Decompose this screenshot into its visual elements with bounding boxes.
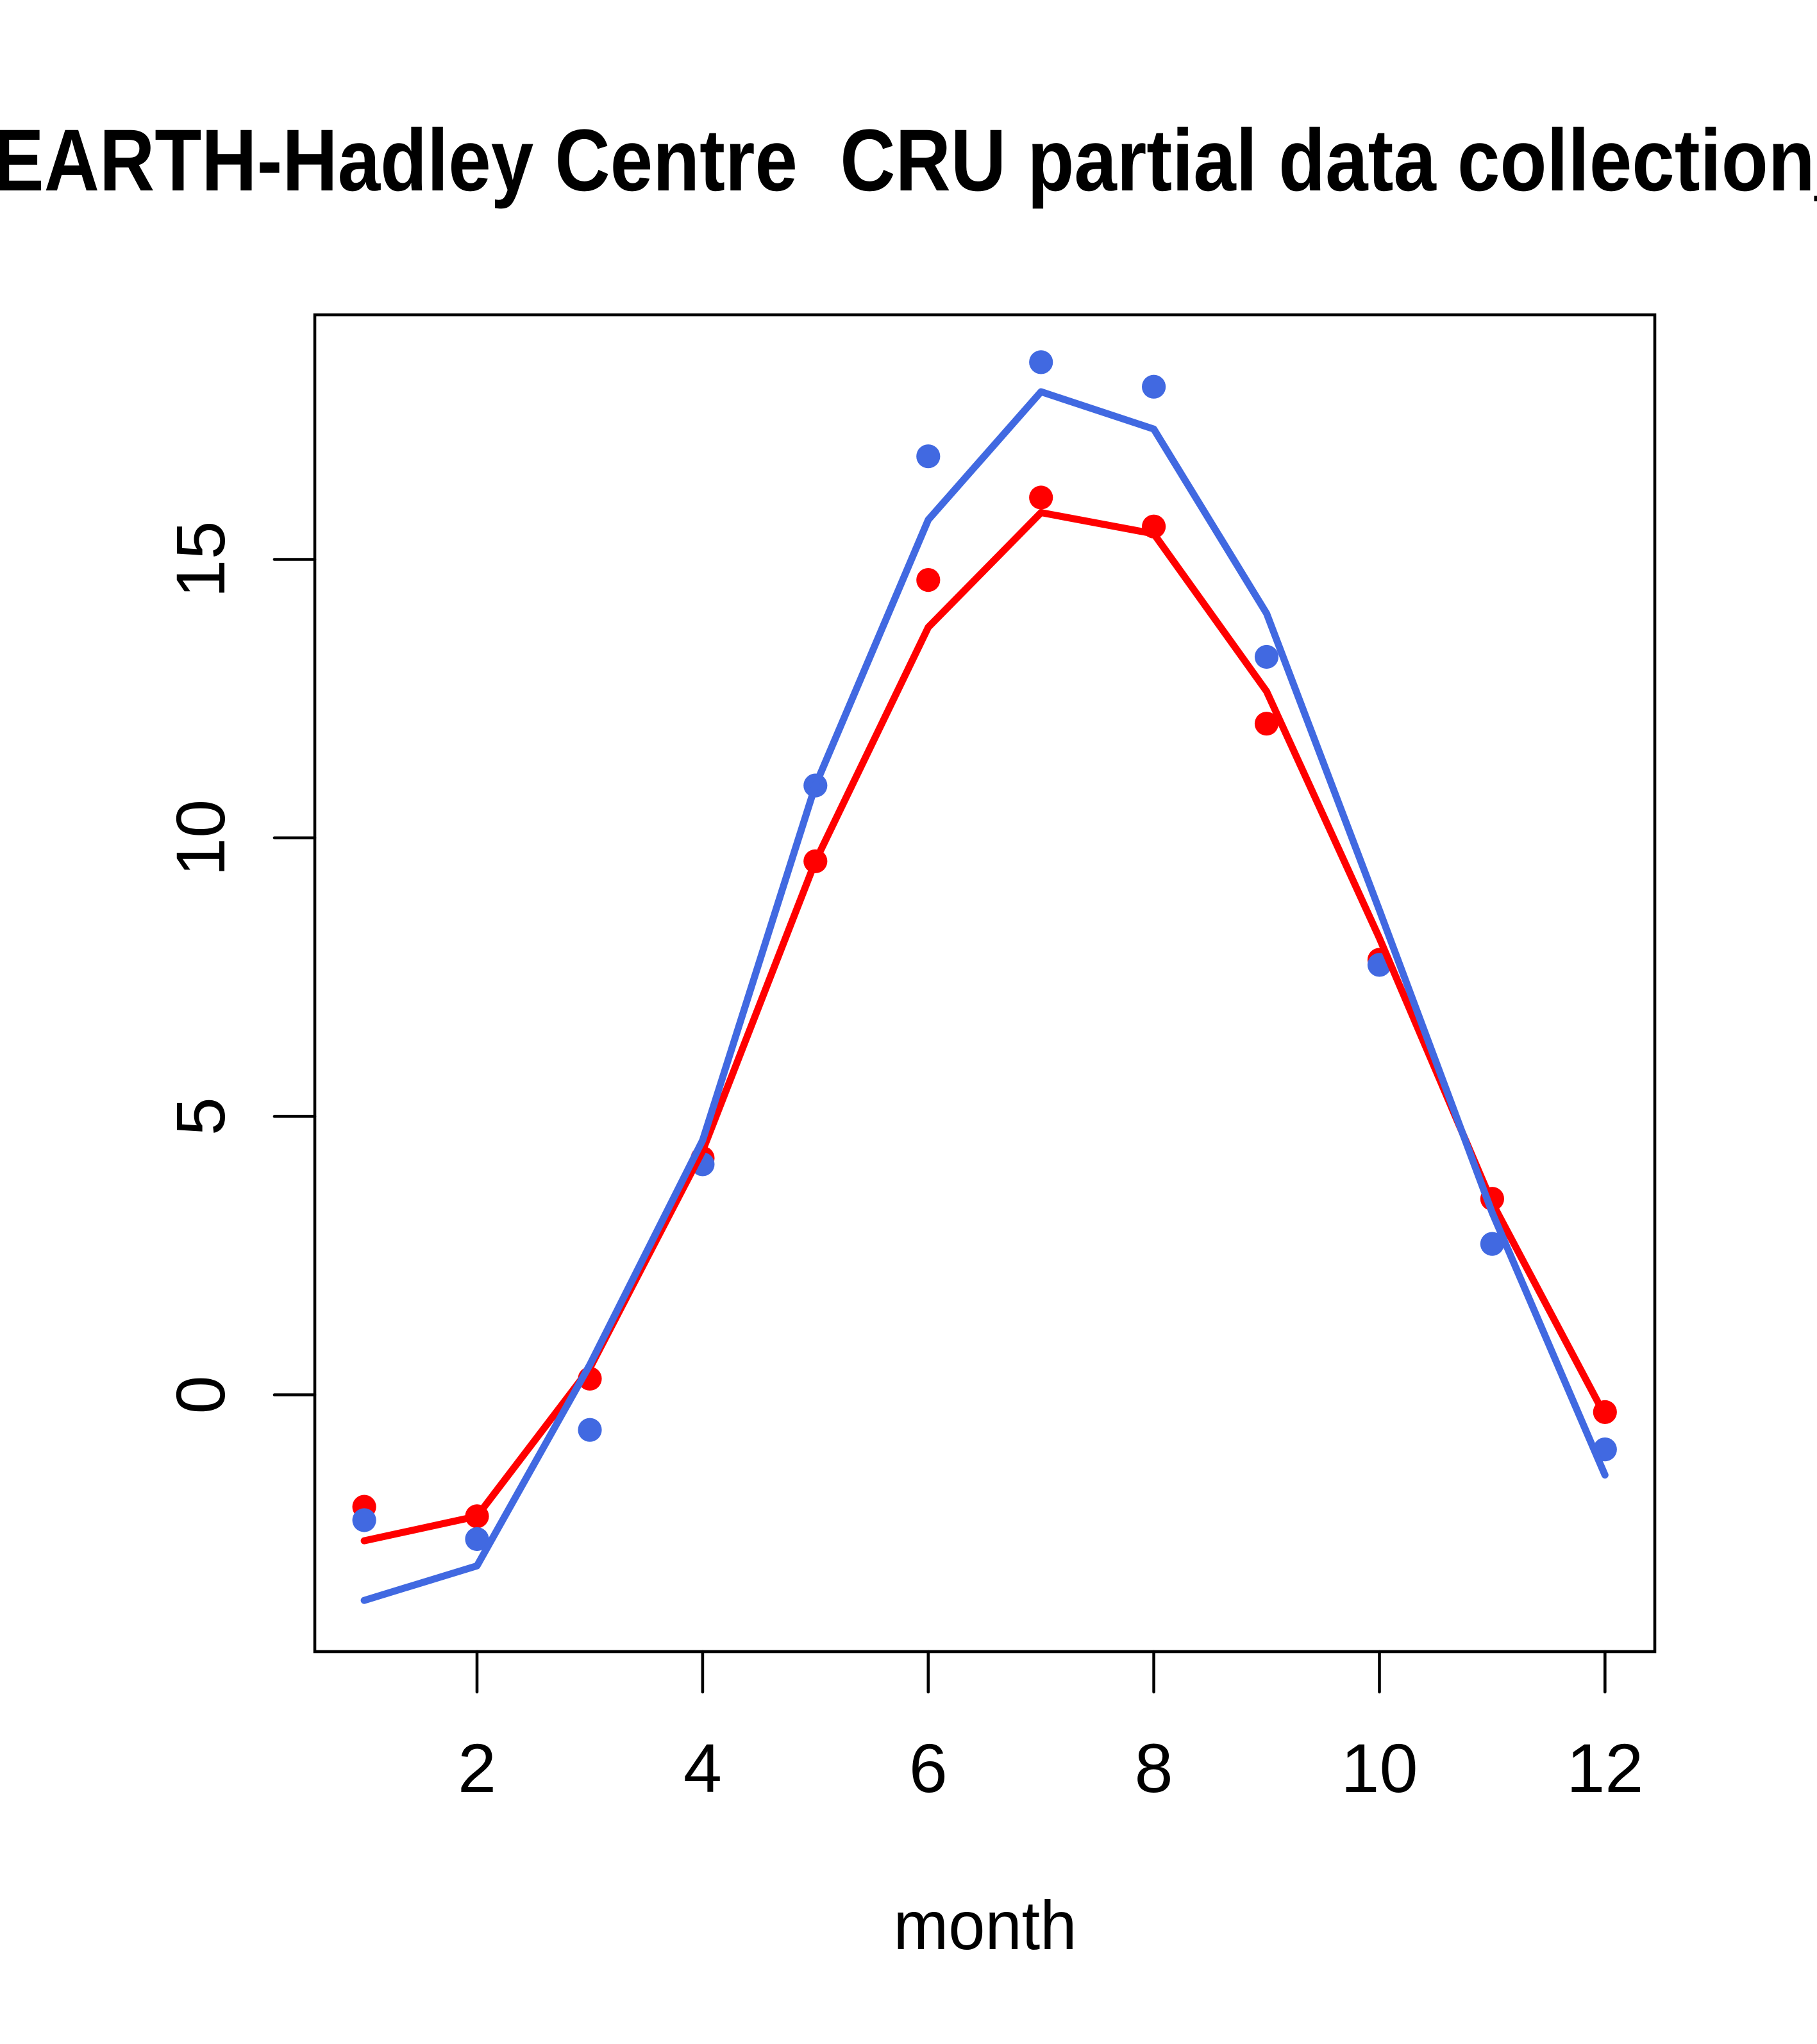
- svg-text:EARTH-Hadley Centre CRU parti: EARTH-Hadley Centre CRU partial data col…: [0, 112, 1817, 210]
- svg-text:4: 4: [683, 1729, 722, 1807]
- svg-text:10: 10: [162, 800, 239, 876]
- svg-text:month: month: [894, 1886, 1077, 1964]
- svg-text:5: 5: [162, 1097, 239, 1135]
- svg-text:15: 15: [162, 521, 239, 598]
- svg-text:8: 8: [1135, 1729, 1173, 1807]
- svg-text:0: 0: [162, 1375, 239, 1414]
- svg-text:6: 6: [909, 1729, 948, 1807]
- svg-text:2: 2: [458, 1729, 496, 1807]
- svg-text:12: 12: [1566, 1729, 1643, 1807]
- svg-text:10: 10: [1341, 1729, 1418, 1807]
